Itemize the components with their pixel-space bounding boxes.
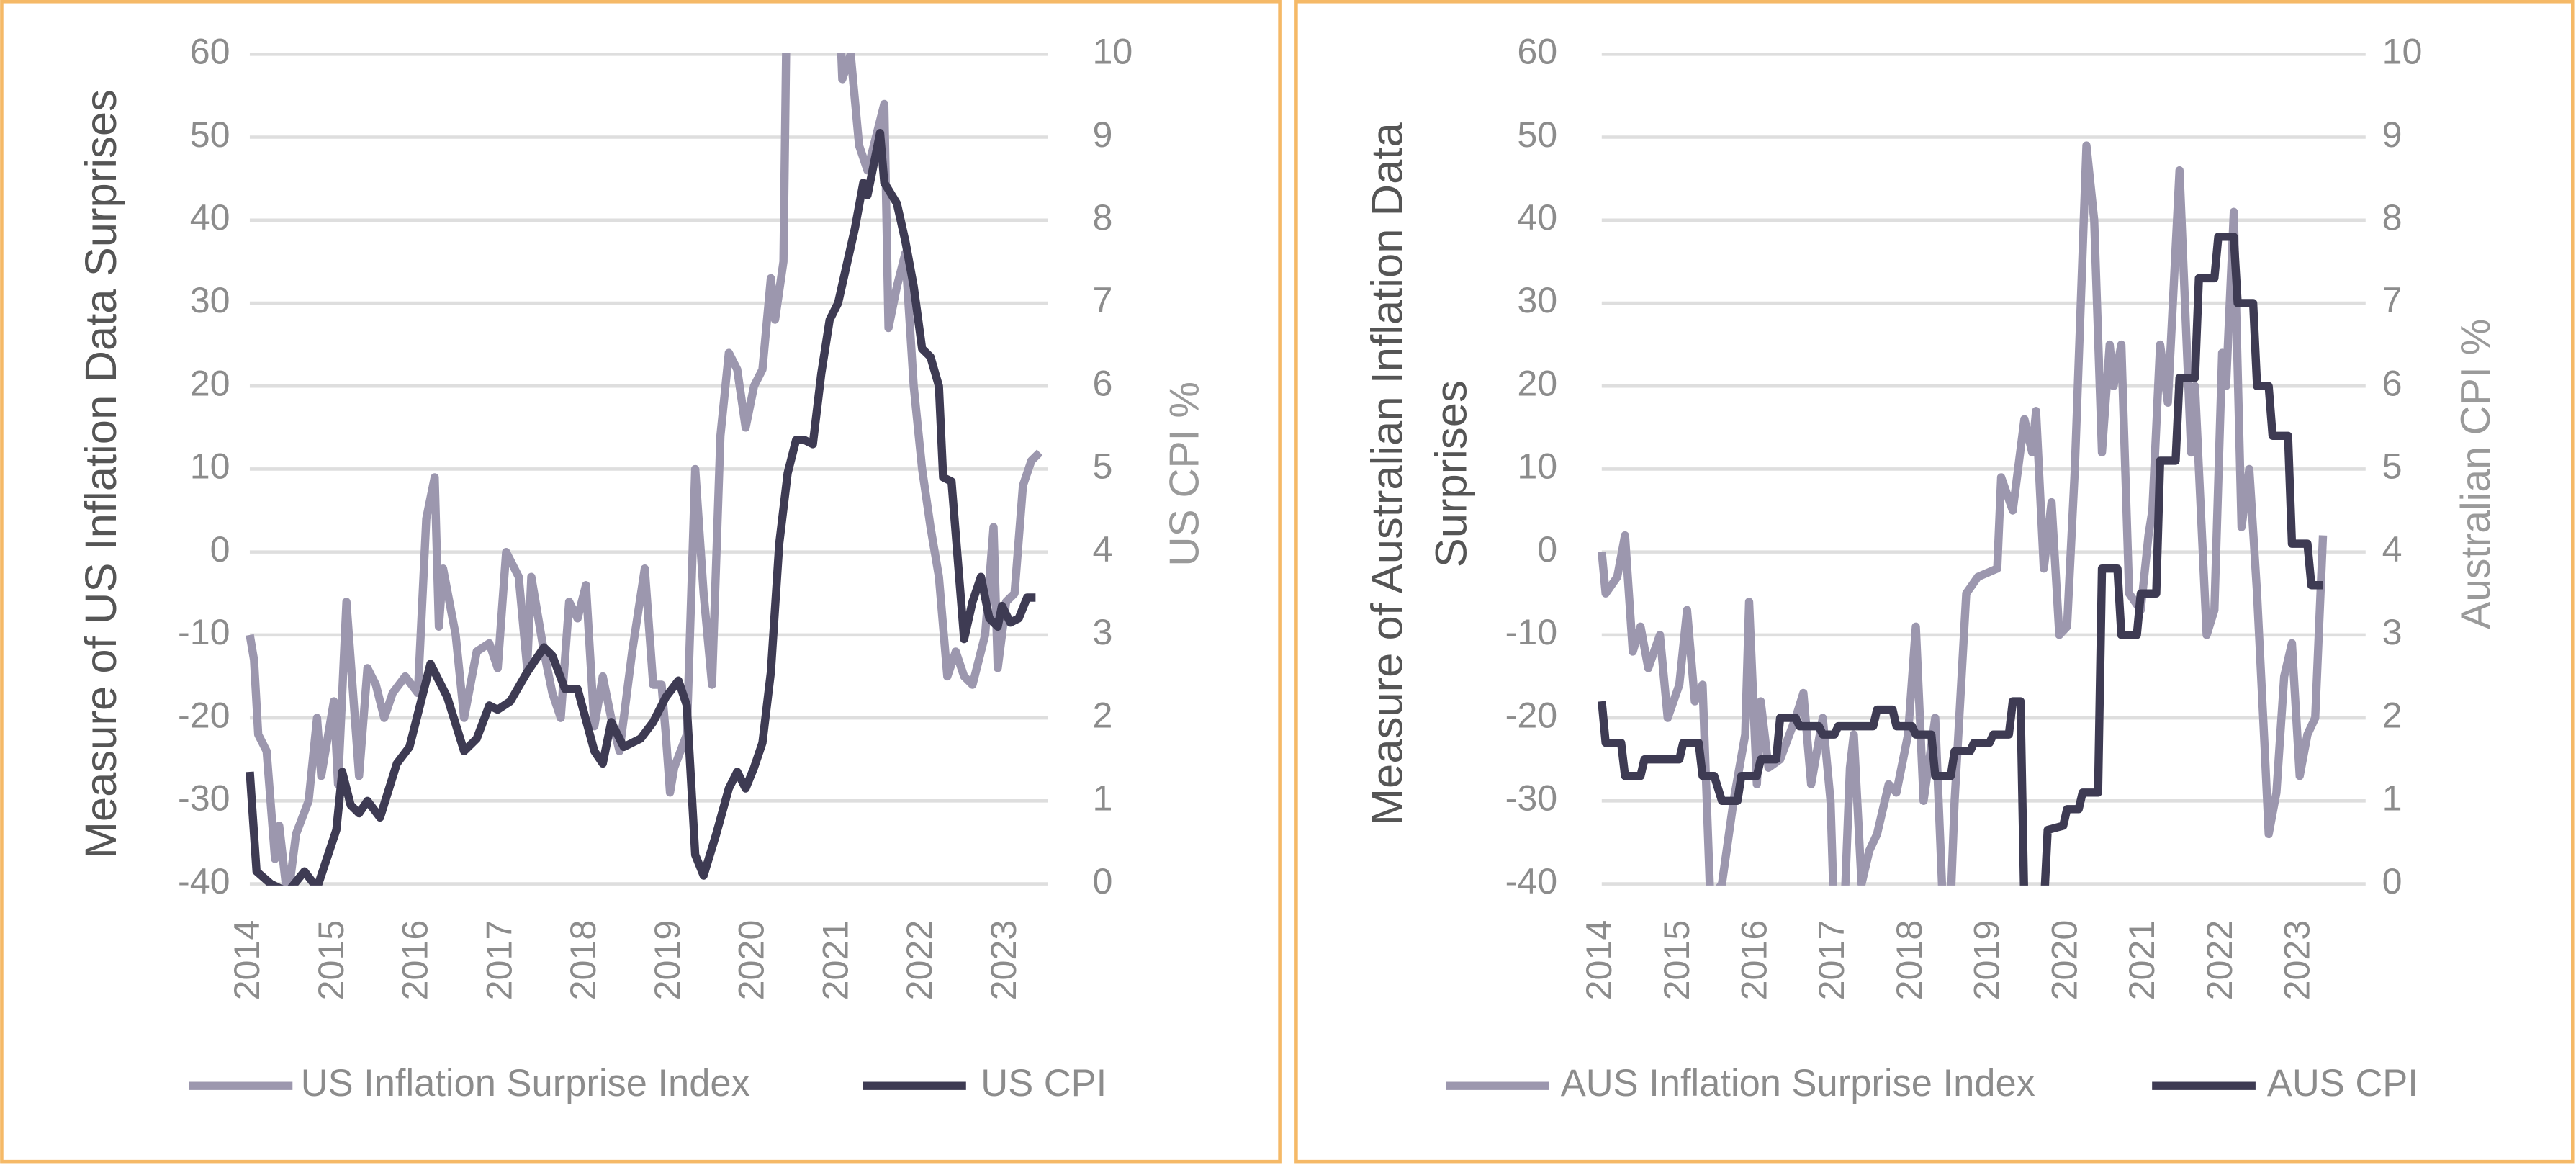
axis-title-text: US CPI %	[1161, 381, 1208, 567]
y2-tick-label: 4	[2382, 529, 2402, 570]
y-tick-label: -40	[178, 861, 230, 901]
y2-tick-label: 0	[2382, 861, 2402, 901]
x-tick-label: 2023	[983, 920, 1024, 1001]
y2-tick-label: 0	[1092, 861, 1112, 901]
y2-tick-label: 9	[1092, 114, 1112, 155]
series-line	[1598, 141, 2328, 886]
y-tick-label: 10	[1517, 446, 1557, 487]
chart: -40 -30 -20 -10 0 10 20 30 40 50 60 0 1 2 3 4 5 6 7 8 9 10 201…	[1363, 32, 2500, 1104]
y2-tick-label: 1	[2382, 778, 2402, 819]
y2-tick-label: 5	[2382, 446, 2402, 487]
x-tick-label: 2018	[563, 920, 603, 1001]
y2-tick-label: 2	[2382, 695, 2402, 735]
x-tick-label: 2022	[2199, 920, 2240, 1001]
x-tick-label: 2016	[1734, 920, 1774, 1001]
x-tick-label: 2014	[1579, 920, 1619, 1001]
y-tick-label: 60	[190, 32, 230, 72]
axis-title: US CPI %	[1161, 381, 1208, 567]
x-tick-label: 2021	[2122, 920, 2162, 1001]
y2-tick-label: 6	[2382, 363, 2402, 403]
x-tick-label: 2014	[227, 920, 267, 1001]
y-tick-label: 20	[190, 363, 230, 403]
y-tick-label: -30	[178, 778, 230, 819]
y2-tick-label: 1	[1092, 778, 1112, 819]
y2-tick-label: 8	[1092, 197, 1112, 238]
chart: -40 -30 -20 -10 0 10 20 30 40 50 60 0 1 2 3 4 5 6 7 8 9 10 201…	[77, 32, 1208, 1104]
x-tick-label: 2018	[1889, 920, 1929, 1001]
series-line	[246, 129, 1036, 886]
y2-tick-label: 10	[1092, 32, 1132, 72]
axis-title-text: Australian CPI %	[2453, 318, 2500, 629]
y2-tick-label: 3	[1092, 612, 1112, 652]
y2-tick-label: 7	[1092, 280, 1112, 320]
y-tick-label: 20	[1517, 363, 1557, 403]
x-tick-label: 2015	[311, 920, 351, 1001]
y-tick-label: -30	[1505, 778, 1558, 819]
y-tick-label: 30	[1517, 280, 1557, 320]
y-tick-label: 40	[1517, 197, 1557, 238]
axis-title: Australian CPI %	[2453, 318, 2500, 629]
series-line	[1598, 233, 2323, 886]
y2-tick-label: 3	[2382, 612, 2402, 652]
y2-tick-label: 7	[2382, 280, 2402, 320]
y-tick-label: 30	[190, 280, 230, 320]
y-tick-label: 60	[1517, 32, 1557, 72]
legend-label: AUS Inflation Surprise Index	[1561, 1063, 2035, 1104]
y-tick-label: 50	[1517, 114, 1557, 155]
y2-tick-label: 4	[1092, 529, 1112, 570]
y2-tick-label: 5	[1092, 446, 1112, 487]
y-tick-label: 40	[190, 197, 230, 238]
y-tick-label: -40	[1505, 861, 1558, 901]
y2-tick-label: 6	[1092, 363, 1112, 403]
y2-tick-label: 8	[2382, 197, 2402, 238]
x-tick-label: 2020	[2044, 920, 2084, 1001]
y-tick-label: 50	[190, 114, 230, 155]
legend-label: US CPI	[981, 1063, 1107, 1104]
legend-label: US Inflation Surprise Index	[301, 1063, 750, 1104]
y-tick-label: -10	[178, 612, 230, 652]
axis-title: Measure of Australian Inflation Data Sur…	[1363, 122, 1476, 826]
y2-tick-label: 9	[2382, 114, 2402, 155]
x-tick-label: 2023	[2276, 920, 2317, 1001]
x-tick-label: 2020	[731, 920, 772, 1001]
y-tick-label: -20	[1505, 695, 1558, 735]
series-line	[246, 53, 1043, 886]
y-tick-label: 0	[210, 529, 230, 570]
x-tick-label: 2021	[815, 920, 855, 1001]
legend-label: AUS CPI	[2267, 1063, 2418, 1104]
y2-tick-label: 10	[2382, 32, 2423, 72]
axis-title: Measure of US Inflation Data Surprises	[77, 89, 127, 859]
x-tick-label: 2022	[899, 920, 940, 1001]
y2-tick-label: 2	[1092, 695, 1112, 735]
x-tick-label: 2019	[1967, 920, 2007, 1001]
panel-frame	[1294, 0, 2575, 1164]
x-tick-label: 2016	[395, 920, 436, 1001]
axis-title-text: Measure of US Inflation Data Surprises	[77, 89, 127, 859]
x-tick-label: 2017	[1811, 920, 1852, 1001]
y-tick-label: 0	[1537, 529, 1557, 570]
axis-title-text: Measure of Australian Inflation Data Sur…	[1363, 122, 1476, 826]
y-tick-label: -20	[178, 695, 230, 735]
y-tick-label: 10	[190, 446, 230, 487]
y-tick-label: -10	[1505, 612, 1558, 652]
x-tick-label: 2019	[647, 920, 688, 1001]
x-tick-label: 2015	[1657, 920, 1697, 1001]
x-tick-label: 2017	[479, 920, 519, 1001]
